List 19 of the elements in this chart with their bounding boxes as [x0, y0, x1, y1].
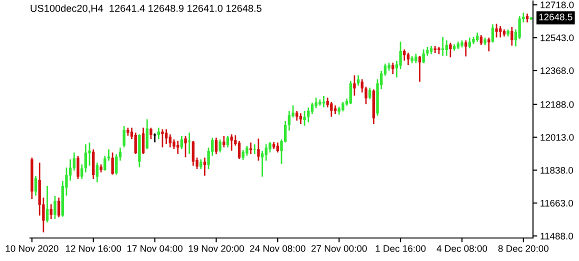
- x-tick-label: 27 Nov 00:00: [311, 245, 367, 252]
- y-tick-label: 12188.0: [540, 101, 574, 108]
- x-tick-label: 10 Nov 2020: [6, 245, 58, 252]
- x-tick-label: 12 Nov 16:00: [66, 245, 122, 252]
- y-tick-label: 12368.0: [540, 67, 574, 74]
- x-tick-label: 1 Dec 16:00: [376, 245, 426, 252]
- y-tick-label: 11838.0: [540, 166, 574, 174]
- x-tick-label: 19 Nov 20:00: [188, 245, 244, 252]
- x-tick-label: 4 Dec 08:00: [436, 245, 488, 252]
- y-tick-label: 12543.0: [540, 34, 574, 42]
- text: 12648.5: [539, 14, 572, 20]
- y-tick-label: 11488.0: [540, 232, 574, 240]
- y-tick-label: 12718.0: [540, 2, 574, 8]
- y-tick-label: 12013.0: [540, 134, 574, 141]
- chart-title: US100dec20,H4 12641.4 12648.9 12641.0 12648.5: [30, 4, 262, 14]
- x-tick-label: 17 Nov 04:00: [127, 245, 183, 252]
- y-tick-label: 11663.0: [540, 200, 574, 207]
- x-tick-label: 8 Dec 20:00: [498, 245, 548, 252]
- x-tick-label: 24 Nov 08:00: [250, 245, 306, 252]
